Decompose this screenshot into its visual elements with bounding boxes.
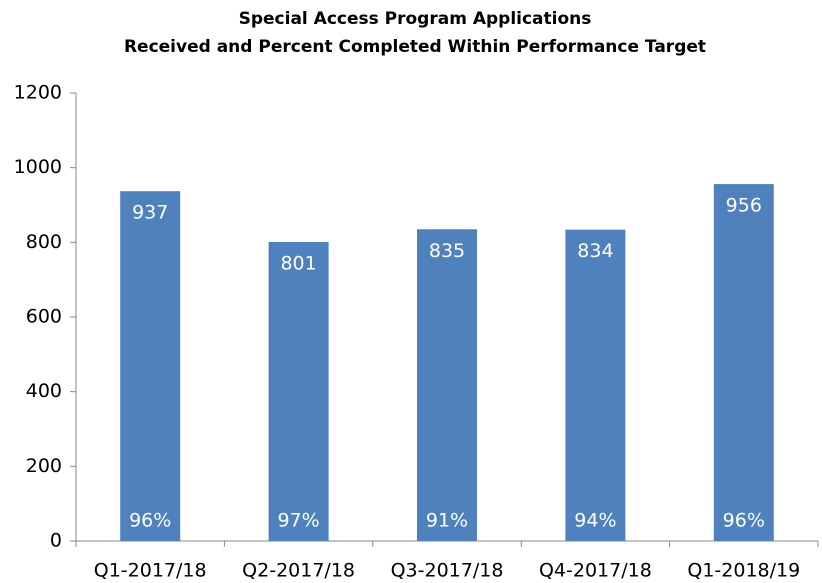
x-tick-label: Q4-2017/18 — [539, 560, 652, 582]
bar — [268, 241, 329, 541]
value-label: 937 — [132, 202, 168, 224]
bar — [565, 229, 626, 541]
chart-title: Special Access Program Applications — [239, 9, 592, 29]
percent-label: 96% — [129, 510, 171, 532]
bar — [713, 184, 774, 542]
x-tick-label: Q3-2017/18 — [391, 560, 504, 582]
value-label: 835 — [429, 240, 465, 262]
value-label: 956 — [726, 195, 762, 217]
x-tick-label: Q2-2017/18 — [242, 560, 355, 582]
percent-label: 94% — [574, 510, 616, 532]
x-tick-label: Q1-2018/19 — [687, 560, 800, 582]
percent-label: 97% — [277, 510, 319, 532]
y-tick-label: 0 — [50, 530, 62, 552]
y-tick-label: 600 — [26, 306, 62, 328]
y-tick-label: 400 — [26, 380, 62, 402]
percent-label: 96% — [723, 510, 765, 532]
y-tick-label: 800 — [26, 231, 62, 253]
y-tick-label: 1200 — [14, 82, 62, 104]
bar — [120, 191, 181, 542]
bar — [417, 229, 477, 541]
y-tick-label: 200 — [26, 455, 62, 477]
value-label: 834 — [577, 240, 613, 262]
value-label: 801 — [280, 252, 316, 274]
percent-label: 91% — [426, 510, 468, 532]
chart-title: Received and Percent Completed Within Pe… — [124, 37, 706, 57]
y-tick-label: 1000 — [14, 156, 62, 178]
x-tick-label: Q1-2017/18 — [94, 560, 207, 582]
